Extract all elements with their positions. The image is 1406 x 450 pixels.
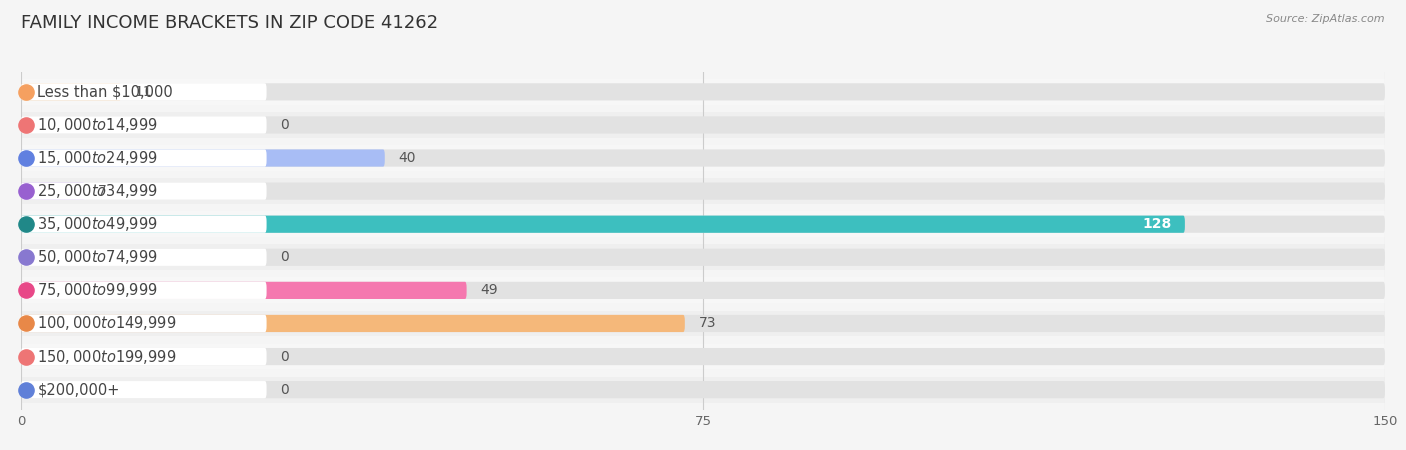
Text: $15,000 to $24,999: $15,000 to $24,999 (38, 149, 159, 167)
FancyBboxPatch shape (21, 282, 467, 299)
Point (15, 320, 38, 327)
FancyBboxPatch shape (21, 83, 121, 100)
Text: 0: 0 (280, 382, 290, 396)
FancyBboxPatch shape (21, 249, 1385, 266)
Text: 11: 11 (135, 85, 152, 99)
Point (15, 122, 38, 129)
FancyBboxPatch shape (21, 381, 1385, 398)
Text: 0: 0 (280, 118, 290, 132)
FancyBboxPatch shape (21, 216, 1385, 233)
Bar (21, 79, 1385, 105)
Text: 40: 40 (398, 151, 416, 165)
Text: $10,000 to $14,999: $10,000 to $14,999 (38, 116, 159, 134)
Point (15, 353, 38, 360)
Text: $50,000 to $74,999: $50,000 to $74,999 (38, 248, 159, 266)
Text: 7: 7 (98, 184, 107, 198)
FancyBboxPatch shape (21, 216, 267, 233)
Point (15, 220, 38, 228)
Bar (21, 377, 1385, 403)
Bar (21, 112, 1385, 138)
Point (15, 88, 38, 95)
Text: $150,000 to $199,999: $150,000 to $199,999 (38, 347, 177, 365)
FancyBboxPatch shape (21, 315, 685, 332)
FancyBboxPatch shape (21, 117, 1385, 134)
Bar (21, 244, 1385, 270)
FancyBboxPatch shape (21, 249, 267, 266)
FancyBboxPatch shape (21, 282, 1385, 299)
Text: $200,000+: $200,000+ (38, 382, 120, 397)
FancyBboxPatch shape (21, 348, 267, 365)
FancyBboxPatch shape (21, 183, 267, 200)
Bar (21, 310, 1385, 337)
FancyBboxPatch shape (21, 315, 267, 332)
FancyBboxPatch shape (21, 149, 267, 166)
Bar (21, 212, 1385, 237)
Text: Source: ZipAtlas.com: Source: ZipAtlas.com (1267, 14, 1385, 23)
Text: $35,000 to $49,999: $35,000 to $49,999 (38, 215, 159, 233)
Text: 0: 0 (280, 250, 290, 264)
Text: 128: 128 (1142, 217, 1171, 231)
FancyBboxPatch shape (21, 183, 84, 200)
FancyBboxPatch shape (21, 83, 267, 100)
Point (15, 154, 38, 162)
FancyBboxPatch shape (21, 183, 1385, 200)
FancyBboxPatch shape (21, 117, 267, 134)
FancyBboxPatch shape (21, 348, 1385, 365)
Point (15, 188, 38, 195)
FancyBboxPatch shape (21, 315, 1385, 332)
Bar (21, 344, 1385, 369)
Bar (21, 178, 1385, 204)
Bar (21, 278, 1385, 303)
Text: 73: 73 (699, 316, 716, 330)
Text: 49: 49 (481, 284, 498, 297)
Point (15, 287, 38, 294)
FancyBboxPatch shape (21, 381, 267, 398)
Text: $100,000 to $149,999: $100,000 to $149,999 (38, 315, 177, 333)
Text: $25,000 to $34,999: $25,000 to $34,999 (38, 182, 159, 200)
FancyBboxPatch shape (21, 83, 1385, 100)
Text: $75,000 to $99,999: $75,000 to $99,999 (38, 281, 159, 299)
Text: 0: 0 (280, 350, 290, 364)
FancyBboxPatch shape (21, 216, 1185, 233)
Point (15, 386, 38, 393)
Bar (21, 145, 1385, 171)
FancyBboxPatch shape (21, 149, 1385, 166)
Text: FAMILY INCOME BRACKETS IN ZIP CODE 41262: FAMILY INCOME BRACKETS IN ZIP CODE 41262 (21, 14, 439, 32)
Text: Less than $10,000: Less than $10,000 (38, 84, 173, 99)
FancyBboxPatch shape (21, 149, 385, 166)
Point (15, 254, 38, 261)
FancyBboxPatch shape (21, 282, 267, 299)
